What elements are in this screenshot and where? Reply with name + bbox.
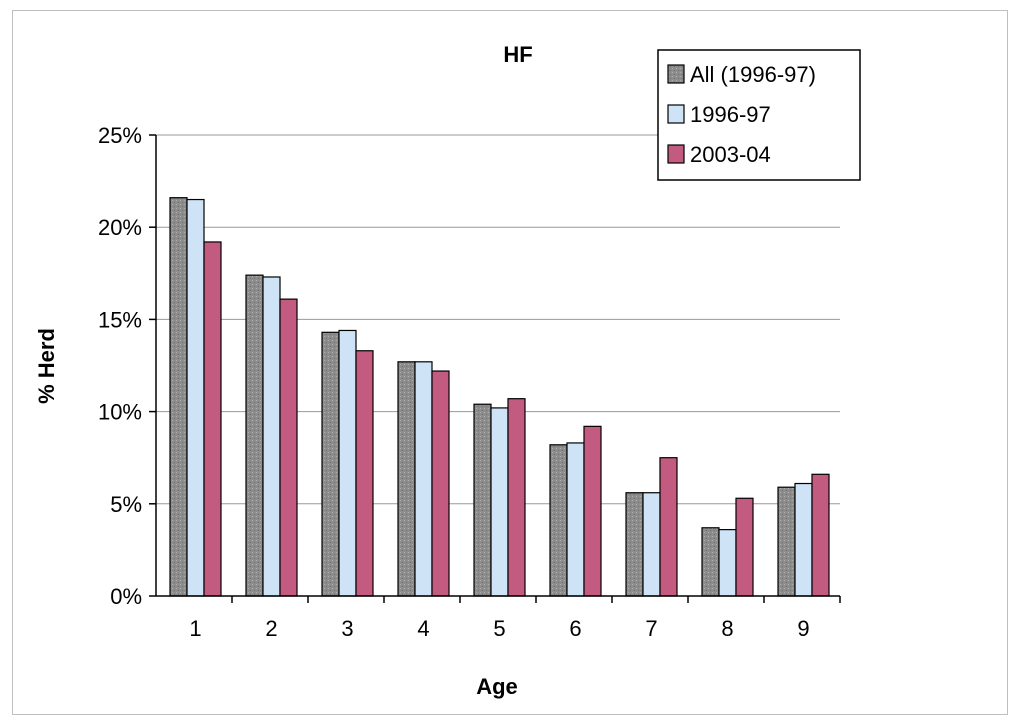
bar-1996-97-age-4 — [414, 361, 433, 597]
y-tick-label: 10% — [98, 400, 142, 425]
x-tick-label: 2 — [265, 616, 277, 641]
bar-all-1996-97-age-6 — [549, 444, 568, 597]
y-tick-labels: 0% 5% 10% 15% 20% 25% — [98, 123, 142, 609]
bar-all-1996-97-age-4 — [397, 361, 416, 597]
legend-swatch — [667, 104, 685, 124]
bar-1996-97-age-3 — [338, 329, 357, 597]
legend-label: All (1996-97) — [690, 62, 816, 87]
bar-2003-04-age-9 — [811, 473, 830, 597]
bar-1996-97-age-2 — [262, 276, 281, 597]
bar-2003-04-age-1 — [203, 241, 222, 597]
y-tick-label: 0% — [110, 584, 142, 609]
axes — [149, 134, 841, 603]
bar-all-1996-97-age-2 — [245, 274, 264, 597]
y-tick-label: 15% — [98, 307, 142, 332]
x-tick-label: 3 — [341, 616, 353, 641]
bar-2003-04-age-4 — [431, 370, 450, 597]
y-tick-label: 5% — [110, 492, 142, 517]
chart-title: HF — [503, 42, 532, 67]
bar-all-1996-97-age-5 — [473, 403, 492, 597]
legend-label: 1996-97 — [690, 102, 771, 127]
bar-2003-04-age-7 — [659, 457, 678, 597]
bar-1996-97-age-9 — [794, 482, 813, 597]
x-tick-label: 6 — [569, 616, 581, 641]
bar-1996-97-age-8 — [718, 529, 737, 597]
y-axis-title: % Herd — [34, 328, 59, 404]
bar-1996-97-age-5 — [490, 407, 509, 597]
x-tick-label: 7 — [645, 616, 657, 641]
x-tick-label: 1 — [189, 616, 201, 641]
x-axis-title: Age — [476, 674, 518, 699]
x-tick-label: 9 — [797, 616, 809, 641]
bar-1996-97-age-7 — [642, 492, 661, 597]
legend-swatch — [667, 64, 685, 84]
bar-all-1996-97-age-9 — [777, 486, 796, 597]
legend: All (1996-97) 1996-97 2003-04 — [657, 49, 861, 181]
bar-all-1996-97-age-8 — [701, 527, 720, 597]
bar-all-1996-97-age-3 — [321, 331, 340, 597]
bar-2003-04-age-2 — [279, 298, 298, 597]
bar-2003-04-age-6 — [583, 425, 602, 597]
legend-swatch — [667, 144, 685, 164]
x-tick-label: 5 — [493, 616, 505, 641]
bar-1996-97-age-1 — [186, 198, 205, 597]
x-tick-label: 8 — [721, 616, 733, 641]
x-tick-label: 4 — [417, 616, 429, 641]
legend-label: 2003-04 — [690, 142, 771, 167]
bar-2003-04-age-5 — [507, 398, 526, 597]
bar-all-1996-97-age-7 — [625, 492, 644, 597]
y-tick-label: 25% — [98, 123, 142, 148]
bar-all-1996-97-age-1 — [169, 197, 188, 597]
bars — [169, 197, 830, 597]
bar-2003-04-age-8 — [735, 497, 754, 597]
bar-1996-97-age-6 — [566, 442, 585, 597]
x-tick-labels: 1 2 3 4 5 6 7 8 9 — [189, 616, 809, 641]
legend-items: All (1996-97) 1996-97 2003-04 — [667, 62, 816, 167]
y-tick-label: 20% — [98, 215, 142, 240]
legend-box — [657, 49, 861, 181]
bar-2003-04-age-3 — [355, 350, 374, 597]
